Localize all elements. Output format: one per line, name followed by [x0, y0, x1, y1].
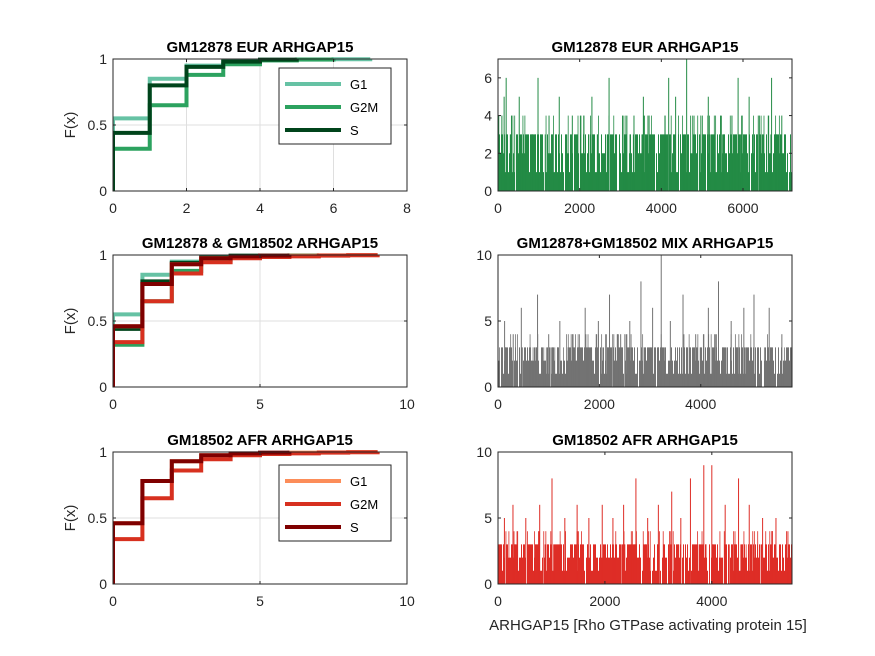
x-tick-label: 8 — [403, 200, 411, 216]
x-tick-label: 2000 — [589, 593, 620, 609]
data-layer — [498, 255, 793, 387]
y-tick-label: 0 — [99, 183, 107, 199]
x-tick-label: 10 — [399, 396, 415, 412]
legend-entry-label: S — [350, 123, 359, 138]
x-tick-label: 0 — [109, 200, 117, 216]
ecdf-series-line-3 — [113, 57, 299, 191]
x-tick-label: 4000 — [685, 396, 716, 412]
y-tick-label: 1 — [99, 444, 107, 460]
x-tick-label: 2000 — [584, 396, 615, 412]
chart-title: GM18502 AFR ARHGAP15 — [552, 432, 738, 449]
legend: G1 G2M S — [278, 464, 392, 542]
y-tick-label: 4 — [484, 108, 492, 124]
x-tick-label: 4000 — [646, 200, 677, 216]
count-bars — [498, 544, 792, 584]
y-tick-label: 0.5 — [88, 313, 108, 329]
x-tick-label: 4000 — [696, 593, 727, 609]
x-tick-label: 0 — [494, 200, 502, 216]
data-layer — [498, 465, 792, 584]
y-axis-label: F(x) — [62, 112, 79, 139]
x-tick-label: 5 — [256, 593, 264, 609]
chart-panel-2: 0 2000 4000 6000 0 2 4 6 GM12878 EUR ARHGAP15 — [484, 39, 793, 216]
chart-panel-1: 0 2 4 6 8 0 0.5 1 GM12878 EUR ARHGAP15 F(x) G1 G2M S — [62, 39, 411, 216]
y-tick-label: 0 — [484, 379, 492, 395]
y-axis-label: F(x) — [62, 505, 79, 532]
x-tick-label: 0 — [494, 593, 502, 609]
axes-box — [497, 58, 793, 192]
chart-title: GM12878 & GM18502 ARHGAP15 — [142, 235, 378, 252]
legend-entry-label: G1 — [350, 77, 367, 92]
chart-panel-4: 0 2000 4000 0 5 10 GM12878+GM18502 MIX ARHGAP1… — [476, 235, 793, 412]
chart-panel-3: 0 5 10 0 0.5 1 GM12878 & GM18502 ARHGAP15 F(x) — [62, 235, 415, 412]
chart-panel-6: 0 2000 4000 0 5 10 GM18502 AFR ARHGAP15 ARHGAP1… — [476, 432, 806, 634]
x-tick-label: 2000 — [564, 200, 595, 216]
x-tick-label: 6 — [330, 200, 338, 216]
x-tick-label: 0 — [109, 593, 117, 609]
y-tick-label: 6 — [484, 70, 492, 86]
data-layer — [498, 59, 792, 191]
count-bars — [498, 134, 792, 191]
y-tick-label: 5 — [484, 313, 492, 329]
legend-entry-label: G1 — [350, 474, 367, 489]
y-tick-label: 10 — [476, 444, 492, 460]
y-tick-label: 0 — [99, 379, 107, 395]
count-bars — [498, 347, 792, 387]
x-tick-label: 0 — [494, 396, 502, 412]
y-tick-label: 5 — [484, 510, 492, 526]
y-tick-label: 0 — [484, 576, 492, 592]
y-tick-label: 1 — [99, 247, 107, 263]
y-tick-label: 1 — [99, 51, 107, 67]
chart-title: GM12878+GM18502 MIX ARHGAP15 — [517, 235, 774, 252]
x-tick-label: 0 — [109, 396, 117, 412]
chart-title: GM18502 AFR ARHGAP15 — [167, 432, 353, 449]
legend-entry-label: G2M — [350, 497, 378, 512]
chart-title: GM12878 EUR ARHGAP15 — [166, 39, 353, 56]
x-tick-label: 4 — [256, 200, 264, 216]
y-tick-label: 0 — [99, 576, 107, 592]
x-axis-label: ARHGAP15 [Rho GTPase activating protein … — [489, 617, 807, 634]
chart-title: GM12878 EUR ARHGAP15 — [551, 39, 738, 56]
x-tick-label: 2 — [183, 200, 191, 216]
y-tick-label: 10 — [476, 247, 492, 263]
legend-entry-label: S — [350, 520, 359, 535]
y-tick-label: 0.5 — [88, 510, 108, 526]
y-tick-label: 2 — [484, 145, 492, 161]
legend-entry-label: G2M — [350, 100, 378, 115]
y-tick-label: 0 — [484, 183, 492, 199]
legend: G1 G2M S — [278, 67, 392, 145]
x-tick-label: 6000 — [727, 200, 758, 216]
chart-panel-5: 0 5 10 0 0.5 1 GM18502 AFR ARHGAP15 F(x) G1 G2M S — [62, 432, 415, 609]
x-tick-label: 10 — [399, 593, 415, 609]
y-axis-label: F(x) — [62, 308, 79, 335]
y-tick-label: 0.5 — [88, 117, 108, 133]
x-tick-label: 5 — [256, 396, 264, 412]
